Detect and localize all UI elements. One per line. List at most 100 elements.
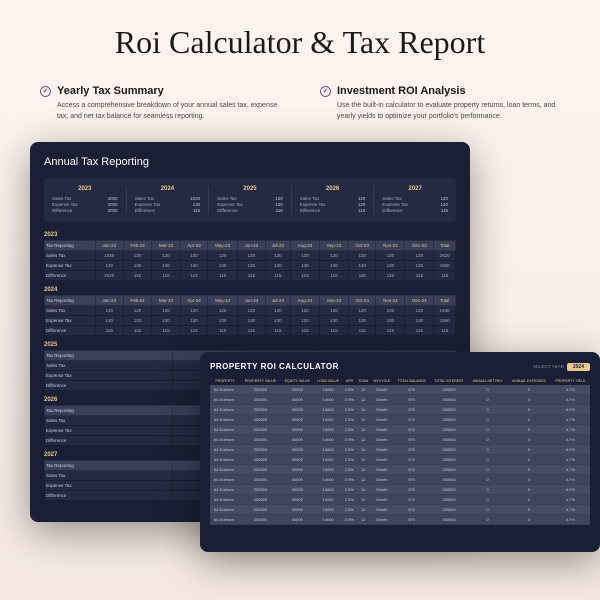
roi-cell: 0 (468, 395, 507, 405)
roi-cell: Month (370, 505, 393, 515)
col-header: Feb-23 (123, 241, 152, 251)
roi-cell: 12 (356, 435, 370, 445)
roi-cell: Month (370, 425, 393, 435)
cell: 115 (238, 326, 266, 336)
cell: 115 (180, 326, 207, 336)
roi-cell: 14000 (314, 515, 343, 525)
col-header: Jan-23 (95, 241, 123, 251)
cell: 120 (152, 251, 181, 261)
cell: 120 (291, 306, 320, 316)
roi-row: 64 Durham25000040000140002.5%12Month5702… (210, 395, 590, 405)
cell: 115 (376, 326, 405, 336)
col-header: Jun-24 (238, 296, 266, 306)
col-header: Total (434, 241, 456, 251)
cell: 120 (180, 306, 207, 316)
tax-table: Tax ReportingJan-23Feb-23Mar-23Apr-23May… (44, 240, 456, 281)
roi-cell: 250000 (240, 495, 281, 505)
roi-cell: 4.7% (551, 445, 590, 455)
year-value[interactable]: 2024 (567, 363, 590, 371)
roi-cell: 0 (468, 475, 507, 485)
roi-cell: 12 (356, 505, 370, 515)
roi-cell: 64 Durham (210, 465, 240, 475)
check-icon: ✓ (40, 86, 51, 97)
cell: 130 (376, 261, 405, 271)
cell: 120 (238, 306, 266, 316)
roi-title: PROPERTY ROI CALCULATOR (210, 362, 339, 371)
year-label: 2024 (135, 186, 201, 192)
roi-cell: 14000 (314, 425, 343, 435)
cell: 120 (208, 306, 238, 316)
col-header: Mar-24 (152, 296, 181, 306)
roi-cell: 250000 (240, 435, 281, 445)
roi-cell: 4.7% (551, 505, 590, 515)
roi-cell: 570 (393, 405, 430, 415)
roi-cell: 4.7% (551, 425, 590, 435)
row-label: Sales Tax (45, 251, 96, 261)
year-label: 2026 (300, 186, 366, 192)
roi-cell: 40000 (281, 435, 314, 445)
cell: 115 (265, 271, 290, 281)
cell: 115 (349, 271, 376, 281)
roi-row: 64 Durham25000040000140002.5%12Month5702… (210, 505, 590, 515)
cell: 1560 (434, 261, 456, 271)
row-label: Sales Tax (45, 416, 173, 426)
roi-cell: 40000 (281, 425, 314, 435)
row-label: Difference (45, 326, 96, 336)
cell: 130 (349, 261, 376, 271)
row-label: Expense Tax (45, 426, 173, 436)
cell: 115 (152, 271, 181, 281)
roi-cell: 250000 (240, 515, 281, 525)
row-label: Expense Tax (45, 316, 96, 326)
col-header: May-24 (208, 296, 238, 306)
roi-cell: 12 (356, 445, 370, 455)
roi-cell: 64 Durham (210, 425, 240, 435)
roi-cell: 250000 (240, 475, 281, 485)
roi-cell: 570 (393, 465, 430, 475)
roi-cell: 40000 (281, 405, 314, 415)
roi-cell: Month (370, 515, 393, 525)
col-header: Nov-23 (376, 241, 405, 251)
roi-cell: Month (370, 455, 393, 465)
roi-cell: 12 (356, 475, 370, 485)
roi-cell: Month (370, 485, 393, 495)
roi-col-header: MYCYCLE (370, 377, 393, 385)
cell: 120 (265, 306, 290, 316)
section-year-label: 2023 (44, 232, 456, 238)
feature-desc: Use the built-in calculator to evaluate … (320, 101, 560, 122)
year-summary-col: 2024Sales Tax1020Expense Tax130Differenc… (127, 186, 210, 214)
cell: 130 (208, 261, 238, 271)
cell: 120 (208, 251, 238, 261)
roi-cell: 14000 (314, 485, 343, 495)
cell: 120 (180, 251, 207, 261)
roi-cell: 250000 (430, 515, 468, 525)
section-year-label: 2024 (44, 287, 456, 293)
summary-row: Sales Tax120 (382, 196, 448, 201)
table-row: Expense Tax13013013013013013013013013013… (45, 316, 456, 326)
col-header: Tax Reporting (45, 461, 173, 471)
roi-cell: 570 (393, 505, 430, 515)
roi-cell: 2.5% (343, 385, 357, 395)
col-header: Aug-24 (291, 296, 320, 306)
roi-col-header: PROPERTY YIELD (551, 377, 590, 385)
roi-cell: 250000 (430, 385, 468, 395)
roi-cell: 250000 (430, 475, 468, 485)
roi-cell: 64 Durham (210, 505, 240, 515)
col-header: Tax Reporting (45, 296, 96, 306)
cell: 130 (265, 316, 290, 326)
roi-cell: 0 (507, 385, 551, 395)
roi-cell: Month (370, 435, 393, 445)
roi-cell: 570 (393, 485, 430, 495)
col-header: Jul-24 (265, 296, 290, 306)
roi-cell: 12 (356, 415, 370, 425)
roi-cell: 12 (356, 425, 370, 435)
summary-row: Expense Tax2030 (52, 202, 118, 207)
roi-row: 64 Durham25000040000140002.5%12Month5702… (210, 415, 590, 425)
roi-cell: 4.7% (551, 395, 590, 405)
roi-cell: 64 Durham (210, 445, 240, 455)
col-header: Total (434, 296, 456, 306)
roi-cell: 12 (356, 495, 370, 505)
roi-cell: 0 (507, 395, 551, 405)
table-row: Difference115115115115115115115115115115… (45, 326, 456, 336)
roi-cell: 40000 (281, 465, 314, 475)
year-selector[interactable]: SELECT YEAR 2024 (533, 363, 590, 371)
